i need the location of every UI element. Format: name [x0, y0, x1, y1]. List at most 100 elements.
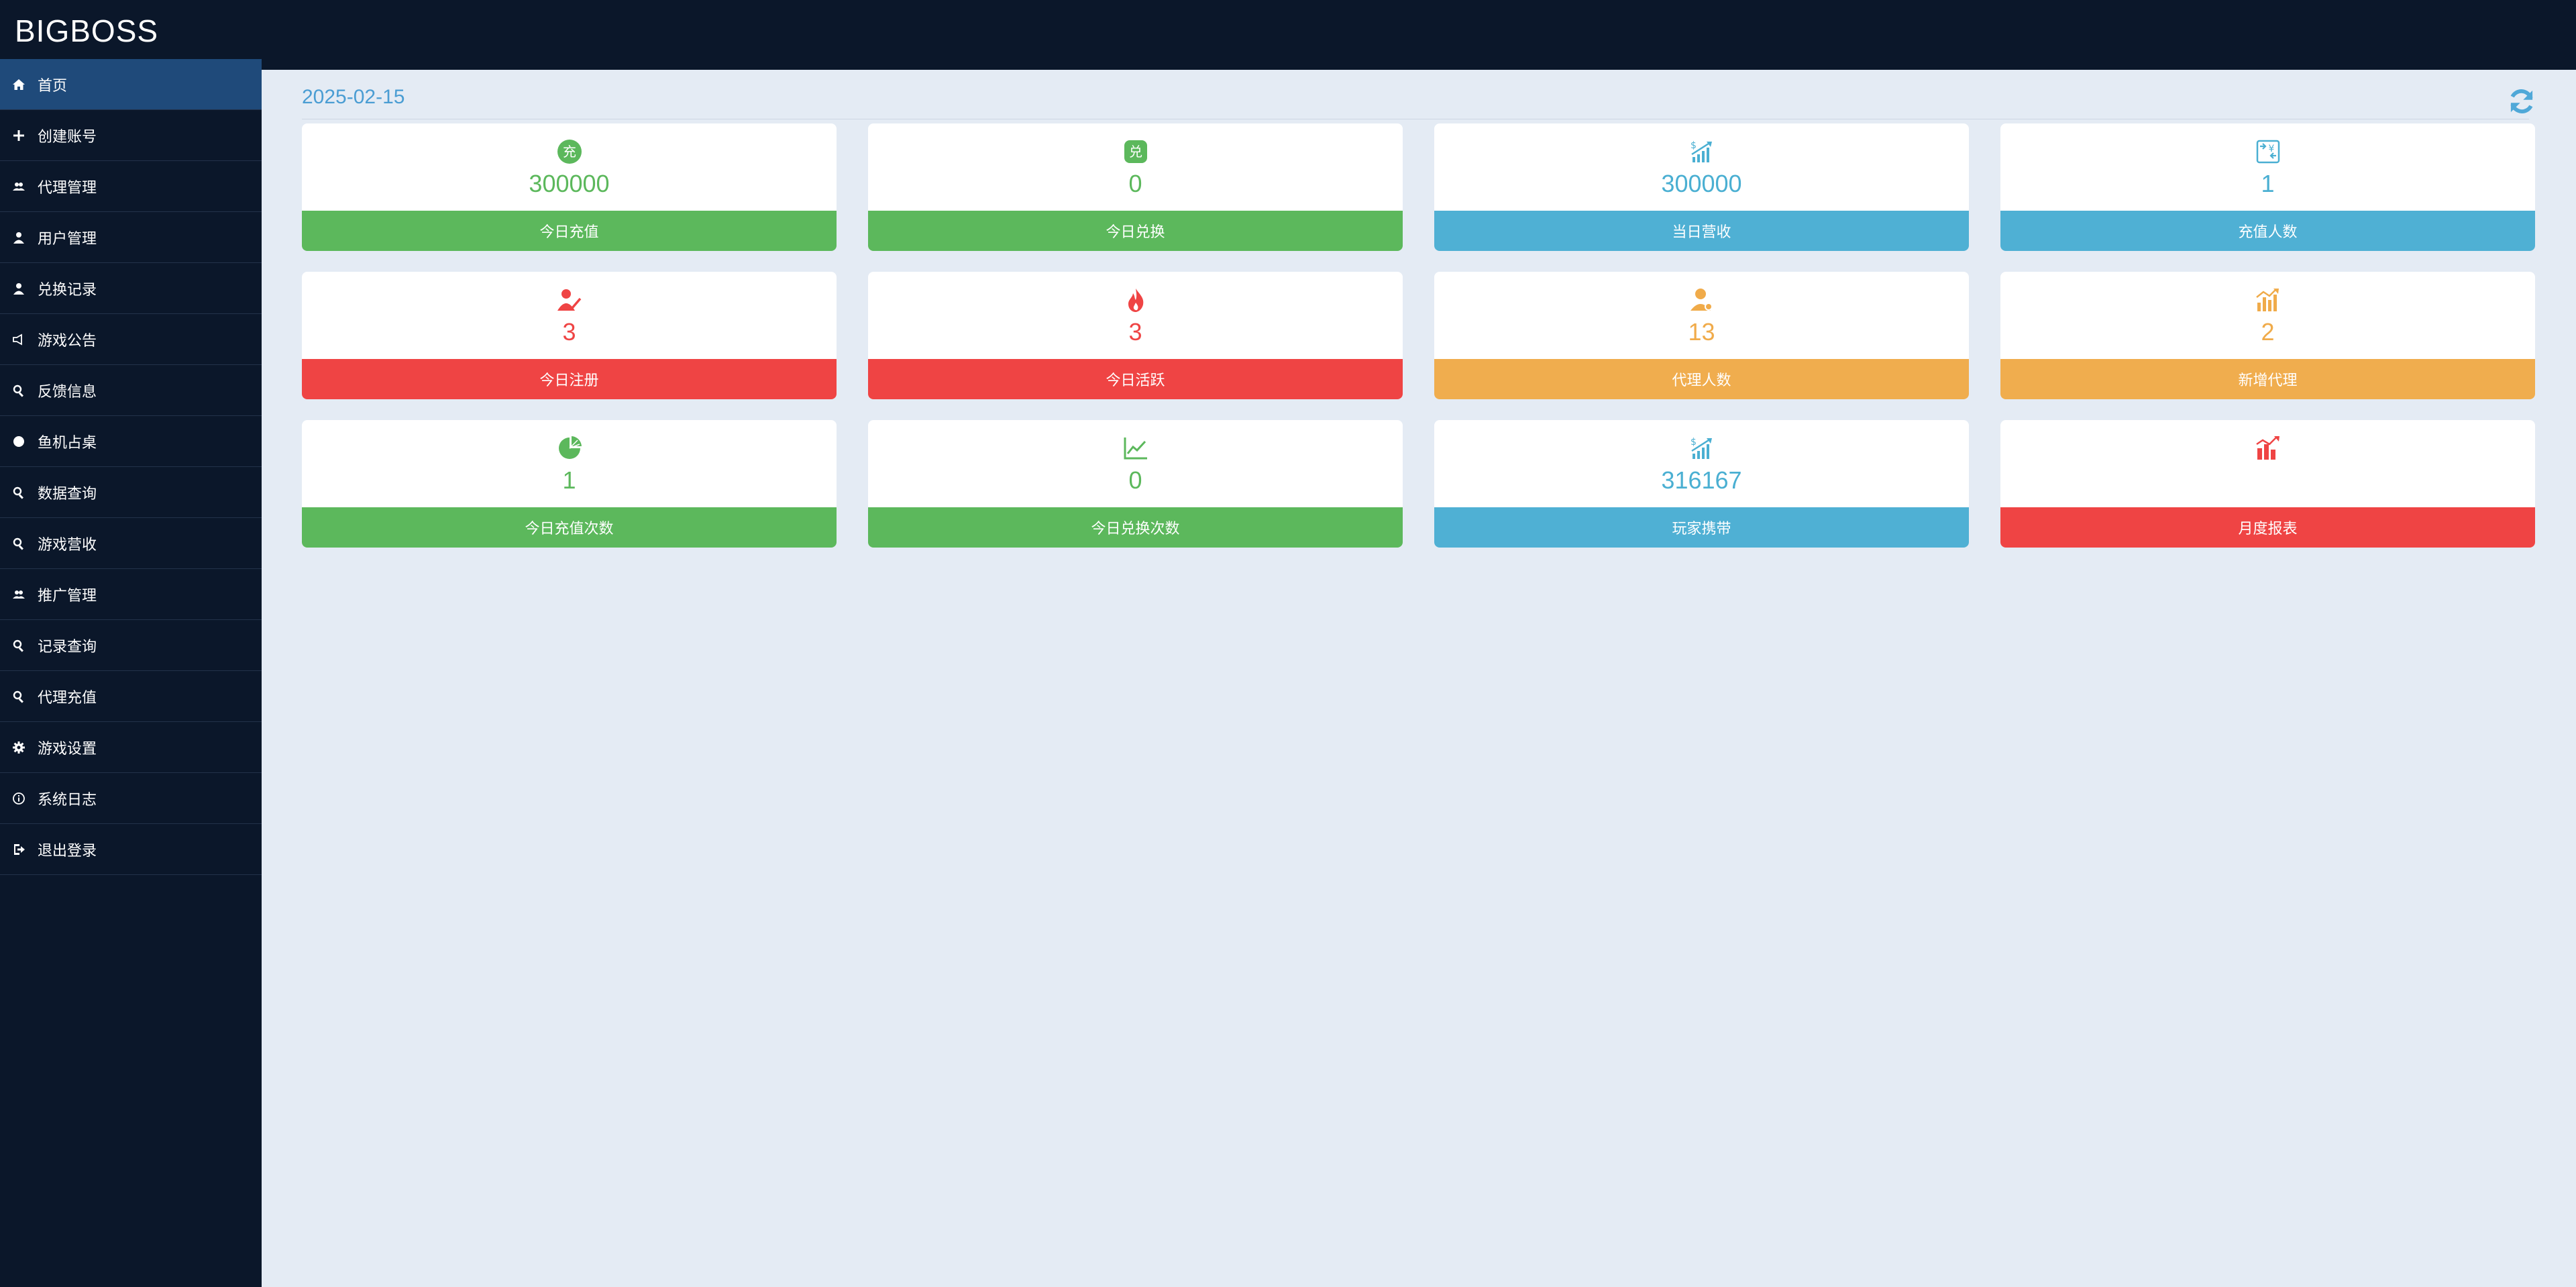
megaphone-icon — [9, 330, 28, 349]
sidebar-item-game-revenue[interactable]: 游戏营收 — [0, 518, 262, 569]
stat-card-today-recharge[interactable]: 充 300000 今日充值 — [302, 123, 837, 251]
refresh-icon[interactable] — [2506, 86, 2537, 117]
stat-card-recharge-users[interactable]: ¥ 1 充值人数 — [2000, 123, 2535, 251]
stat-value: 1 — [2261, 170, 2275, 197]
sidebar-item-fish-table[interactable]: 鱼机占桌 — [0, 416, 262, 467]
stat-value: 0 — [1128, 170, 1142, 197]
sidebar-item-label: 鱼机占桌 — [38, 434, 97, 452]
stat-value: 300000 — [529, 170, 610, 197]
revenue-chart-icon: $ — [1688, 138, 1715, 165]
stat-card-today-active[interactable]: 3 今日活跃 — [868, 272, 1403, 399]
sidebar-item-create-account[interactable]: 创建账号 — [0, 110, 262, 161]
sidebar-item-label: 兑换记录 — [38, 281, 97, 299]
stat-value: 300000 — [1661, 170, 1742, 197]
search-icon — [9, 534, 28, 553]
sidebar-item-label: 反馈信息 — [38, 383, 97, 401]
sidebar-item-agent-management[interactable]: 代理管理 — [0, 161, 262, 212]
stat-card-monthly-report[interactable]: 月度报表 — [2000, 420, 2535, 548]
stat-label: 当日营收 — [1434, 211, 1969, 251]
sidebar-item-feedback[interactable]: 反馈信息 — [0, 365, 262, 416]
sidebar-item-exchange-records[interactable]: 兑换记录 — [0, 263, 262, 314]
stat-card-recharge-times[interactable]: 1 今日充值次数 — [302, 420, 837, 548]
top-bar: BIGBOSS — [0, 0, 2576, 70]
sidebar-item-record-query[interactable]: 记录查询 — [0, 620, 262, 671]
sidebar-item-data-query[interactable]: 数据查询 — [0, 467, 262, 518]
home-icon — [9, 75, 28, 94]
sidebar-item-label: 创建账号 — [38, 128, 97, 146]
stat-label: 今日兑换 — [868, 211, 1403, 251]
sidebar-item-promotion[interactable]: 推广管理 — [0, 569, 262, 620]
stat-label: 代理人数 — [1434, 359, 1969, 399]
stat-label: 玩家携带 — [1434, 507, 1969, 548]
sidebar-item-home[interactable]: 首页 — [0, 59, 262, 110]
exchange-icon: 兑 — [1122, 138, 1149, 165]
users-icon — [9, 585, 28, 604]
sidebar-item-label: 系统日志 — [38, 791, 97, 809]
date-header: 2025-02-15 — [302, 78, 2533, 119]
stat-value: 13 — [1688, 318, 1715, 346]
stat-label: 今日兑换次数 — [868, 507, 1403, 548]
plus-icon — [9, 126, 28, 145]
gear-icon — [9, 738, 28, 757]
stat-label: 新增代理 — [2000, 359, 2535, 399]
revenue-chart-icon: $ — [1688, 435, 1715, 462]
stat-label: 今日活跃 — [868, 359, 1403, 399]
stat-label: 今日注册 — [302, 359, 837, 399]
circle-icon — [9, 432, 28, 451]
stat-card-today-register[interactable]: 3 今日注册 — [302, 272, 837, 399]
info-icon — [9, 789, 28, 808]
sidebar-item-label: 首页 — [38, 77, 68, 95]
stat-card-agent-count[interactable]: 13 代理人数 — [1434, 272, 1969, 399]
stats-grid: 充 300000 今日充值 兑 0 今日兑换 $ 300000 当日营收 — [302, 123, 2542, 548]
stat-label: 充值人数 — [2000, 211, 2535, 251]
user-icon — [9, 228, 28, 247]
agent-icon — [1688, 287, 1715, 313]
line-chart-icon — [1122, 435, 1149, 462]
stat-value: 1 — [562, 466, 576, 494]
svg-text:$: $ — [1690, 437, 1697, 448]
sidebar-item-label: 游戏公告 — [38, 332, 97, 350]
sidebar-item-game-settings[interactable]: 游戏设置 — [0, 722, 262, 773]
stat-value: 2 — [2261, 318, 2275, 346]
sidebar-item-game-announcement[interactable]: 游戏公告 — [0, 314, 262, 365]
search-icon — [9, 687, 28, 706]
sidebar-item-logout[interactable]: 退出登录 — [0, 824, 262, 875]
stat-label: 今日充值 — [302, 211, 837, 251]
pie-chart-icon — [556, 435, 583, 462]
search-icon — [9, 636, 28, 655]
stat-value: 316167 — [1661, 466, 1742, 494]
sidebar-item-label: 代理充值 — [38, 689, 97, 707]
sidebar-item-label: 用户管理 — [38, 230, 97, 248]
logout-icon — [9, 840, 28, 859]
user-register-icon — [556, 287, 583, 313]
sidebar-item-agent-recharge[interactable]: 代理充值 — [0, 671, 262, 722]
sidebar: 首页 创建账号 代理管理 用户管理 兑换记录 游戏公告 反馈信息 — [0, 59, 262, 1287]
stat-value: 0 — [1128, 466, 1142, 494]
sidebar-item-label: 退出登录 — [38, 842, 97, 860]
user-icon — [9, 279, 28, 298]
brand-logo[interactable]: BIGBOSS — [15, 13, 159, 48]
stat-card-exchange-times[interactable]: 0 今日兑换次数 — [868, 420, 1403, 548]
users-icon — [9, 177, 28, 196]
svg-text:¥: ¥ — [2268, 144, 2274, 154]
sidebar-item-label: 记录查询 — [38, 638, 97, 656]
stat-label: 月度报表 — [2000, 507, 2535, 548]
sidebar-item-system-log[interactable]: 系统日志 — [0, 773, 262, 824]
sidebar-item-label: 代理管理 — [38, 179, 97, 197]
sidebar-item-user-management[interactable]: 用户管理 — [0, 212, 262, 263]
bar-chart-icon — [2255, 435, 2282, 462]
current-date: 2025-02-15 — [302, 86, 405, 108]
sidebar-item-label: 推广管理 — [38, 587, 97, 605]
stat-card-player-carry[interactable]: $ 316167 玩家携带 — [1434, 420, 1969, 548]
sidebar-item-label: 数据查询 — [38, 485, 97, 503]
stat-card-daily-revenue[interactable]: $ 300000 当日营收 — [1434, 123, 1969, 251]
recharge-icon: 充 — [556, 138, 583, 165]
stat-label: 今日充值次数 — [302, 507, 837, 548]
sidebar-item-label: 游戏设置 — [38, 740, 97, 758]
svg-text:$: $ — [1690, 140, 1697, 151]
main-content: 2025-02-15 充 300000 今日充值 兑 — [262, 70, 2576, 1287]
sidebar-item-label: 游戏营收 — [38, 536, 97, 554]
stat-card-new-agents[interactable]: 2 新增代理 — [2000, 272, 2535, 399]
svg-text:兑: 兑 — [1129, 144, 1142, 160]
stat-card-today-exchange[interactable]: 兑 0 今日兑换 — [868, 123, 1403, 251]
